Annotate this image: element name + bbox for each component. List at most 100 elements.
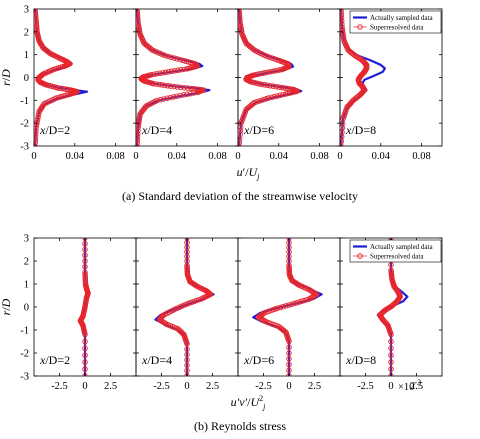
series-point-superresolved [34,15,39,22]
series-point-superresolved [174,56,180,62]
series-point-superresolved [34,116,41,123]
series-point-superresolved [34,137,39,143]
series-point-superresolved [388,331,394,338]
series-point-superresolved [35,111,42,118]
series-point-superresolved [35,114,41,120]
series-point-superresolved [58,93,64,100]
series-point-superresolved [136,124,141,131]
series-point-superresolved [162,320,169,327]
legend-label-superresolved: Superresolved data [370,24,424,32]
x-tick-label: 0.04 [372,151,391,162]
series-point-superresolved [388,359,394,365]
series-point-superresolved [168,54,175,61]
series-point-superresolved [162,82,168,89]
series-point-superresolved [184,367,190,374]
series-point-superresolved [67,91,74,97]
series-point-superresolved [34,19,39,26]
series-point-superresolved [340,9,344,15]
series-point-superresolved [340,143,344,146]
series-point-superresolved [265,95,272,101]
y-tick-label: 2 [24,27,29,38]
series-point-superresolved [306,296,313,302]
legend-swatch-superresolved [357,24,363,30]
series-point-superresolved [165,53,172,60]
series-point-superresolved [160,70,166,76]
station-label: x/D=4 [141,353,172,367]
series-point-superresolved [283,91,289,97]
series-point-superresolved [82,258,88,264]
x-tick-label: 0 [31,151,36,162]
series-point-superresolved [296,299,302,305]
series-point-superresolved [63,92,69,99]
y-tick-label: 3 [24,234,29,245]
series-point-superresolved [388,338,394,345]
series-point-superresolved [261,82,268,88]
y-tick-label: 1 [24,280,29,291]
series-point-superresolved [268,94,275,101]
series-point-superresolved [274,67,280,74]
x-tick-label: 0 [184,381,189,392]
series-point-superresolved [184,362,190,369]
series-point-superresolved [171,55,177,61]
series-point-superresolved [174,93,180,99]
y-tick-label: -3 [20,372,29,383]
series-point-superresolved [181,84,188,91]
series-point-superresolved [283,303,289,309]
series-point-superresolved [340,18,345,24]
series-point-superresolved [301,297,308,304]
station-label: x/D=2 [39,123,70,137]
x-tick-label: 2.5 [410,381,423,392]
series-point-superresolved [291,300,297,307]
series-point-superresolved [238,124,244,130]
panel-1-3: -2.5 0 2.5 x/D=8 [339,237,443,392]
series-point-superresolved [194,89,200,96]
series-point-superresolved [277,304,284,311]
x-tick-label: 0 [286,381,291,392]
panel-plot-area [154,238,215,376]
panel-plot-area [34,9,89,146]
series-point-superresolved [288,301,295,308]
y-tick-label: -1 [20,326,29,337]
series-point-superresolved [82,359,88,365]
series-point-superresolved [238,131,243,138]
series-point-superresolved [279,66,285,73]
series-point-superresolved [388,366,394,372]
series-point-superresolved [270,83,276,89]
panel-1-1: -2.5 0 2.5 x/D=4 [135,237,239,392]
series-point-superresolved [177,92,183,99]
x-tick-label: 0 [235,151,240,162]
series-point-superresolved [340,9,344,12]
series-point-superresolved [167,94,174,101]
series-point-superresolved [238,128,244,134]
series-point-superresolved [175,67,181,74]
series-point-superresolved [273,83,279,90]
series-point-superresolved [295,281,301,288]
series-point-superresolved [136,140,140,146]
y-tick-label: -3 [20,142,29,153]
station-label: x/D=2 [39,353,70,367]
series-point-superresolved [286,356,292,362]
x-axis-label: u′v′/U2j [231,394,267,411]
panel-plot-area [252,238,323,376]
series-point-superresolved [82,252,88,258]
series-point-superresolved [153,81,159,87]
series-point-superresolved [263,96,269,102]
series-point-superresolved [184,341,190,347]
x-tick-label: 0 [388,381,393,392]
series-point-superresolved [171,83,177,90]
y-axis-label: r/D [0,69,13,86]
series-point-superresolved [184,351,190,358]
series-point-superresolved [82,338,88,345]
legend-label-superresolved: Superresolved data [370,253,424,261]
panel-0-3: 0 0.04 0.08 x/D=8 [337,8,443,162]
series-point-superresolved [345,103,351,109]
series-point-superresolved [65,91,72,98]
y-tick-label: 0 [24,303,29,314]
legend-0: Actually sampled data Superresolved data [349,10,442,34]
series-point-superresolved [238,143,242,146]
panel-1-2: -2.5 0 2.5 x/D=6 [237,237,341,392]
series-point-superresolved [340,15,345,21]
